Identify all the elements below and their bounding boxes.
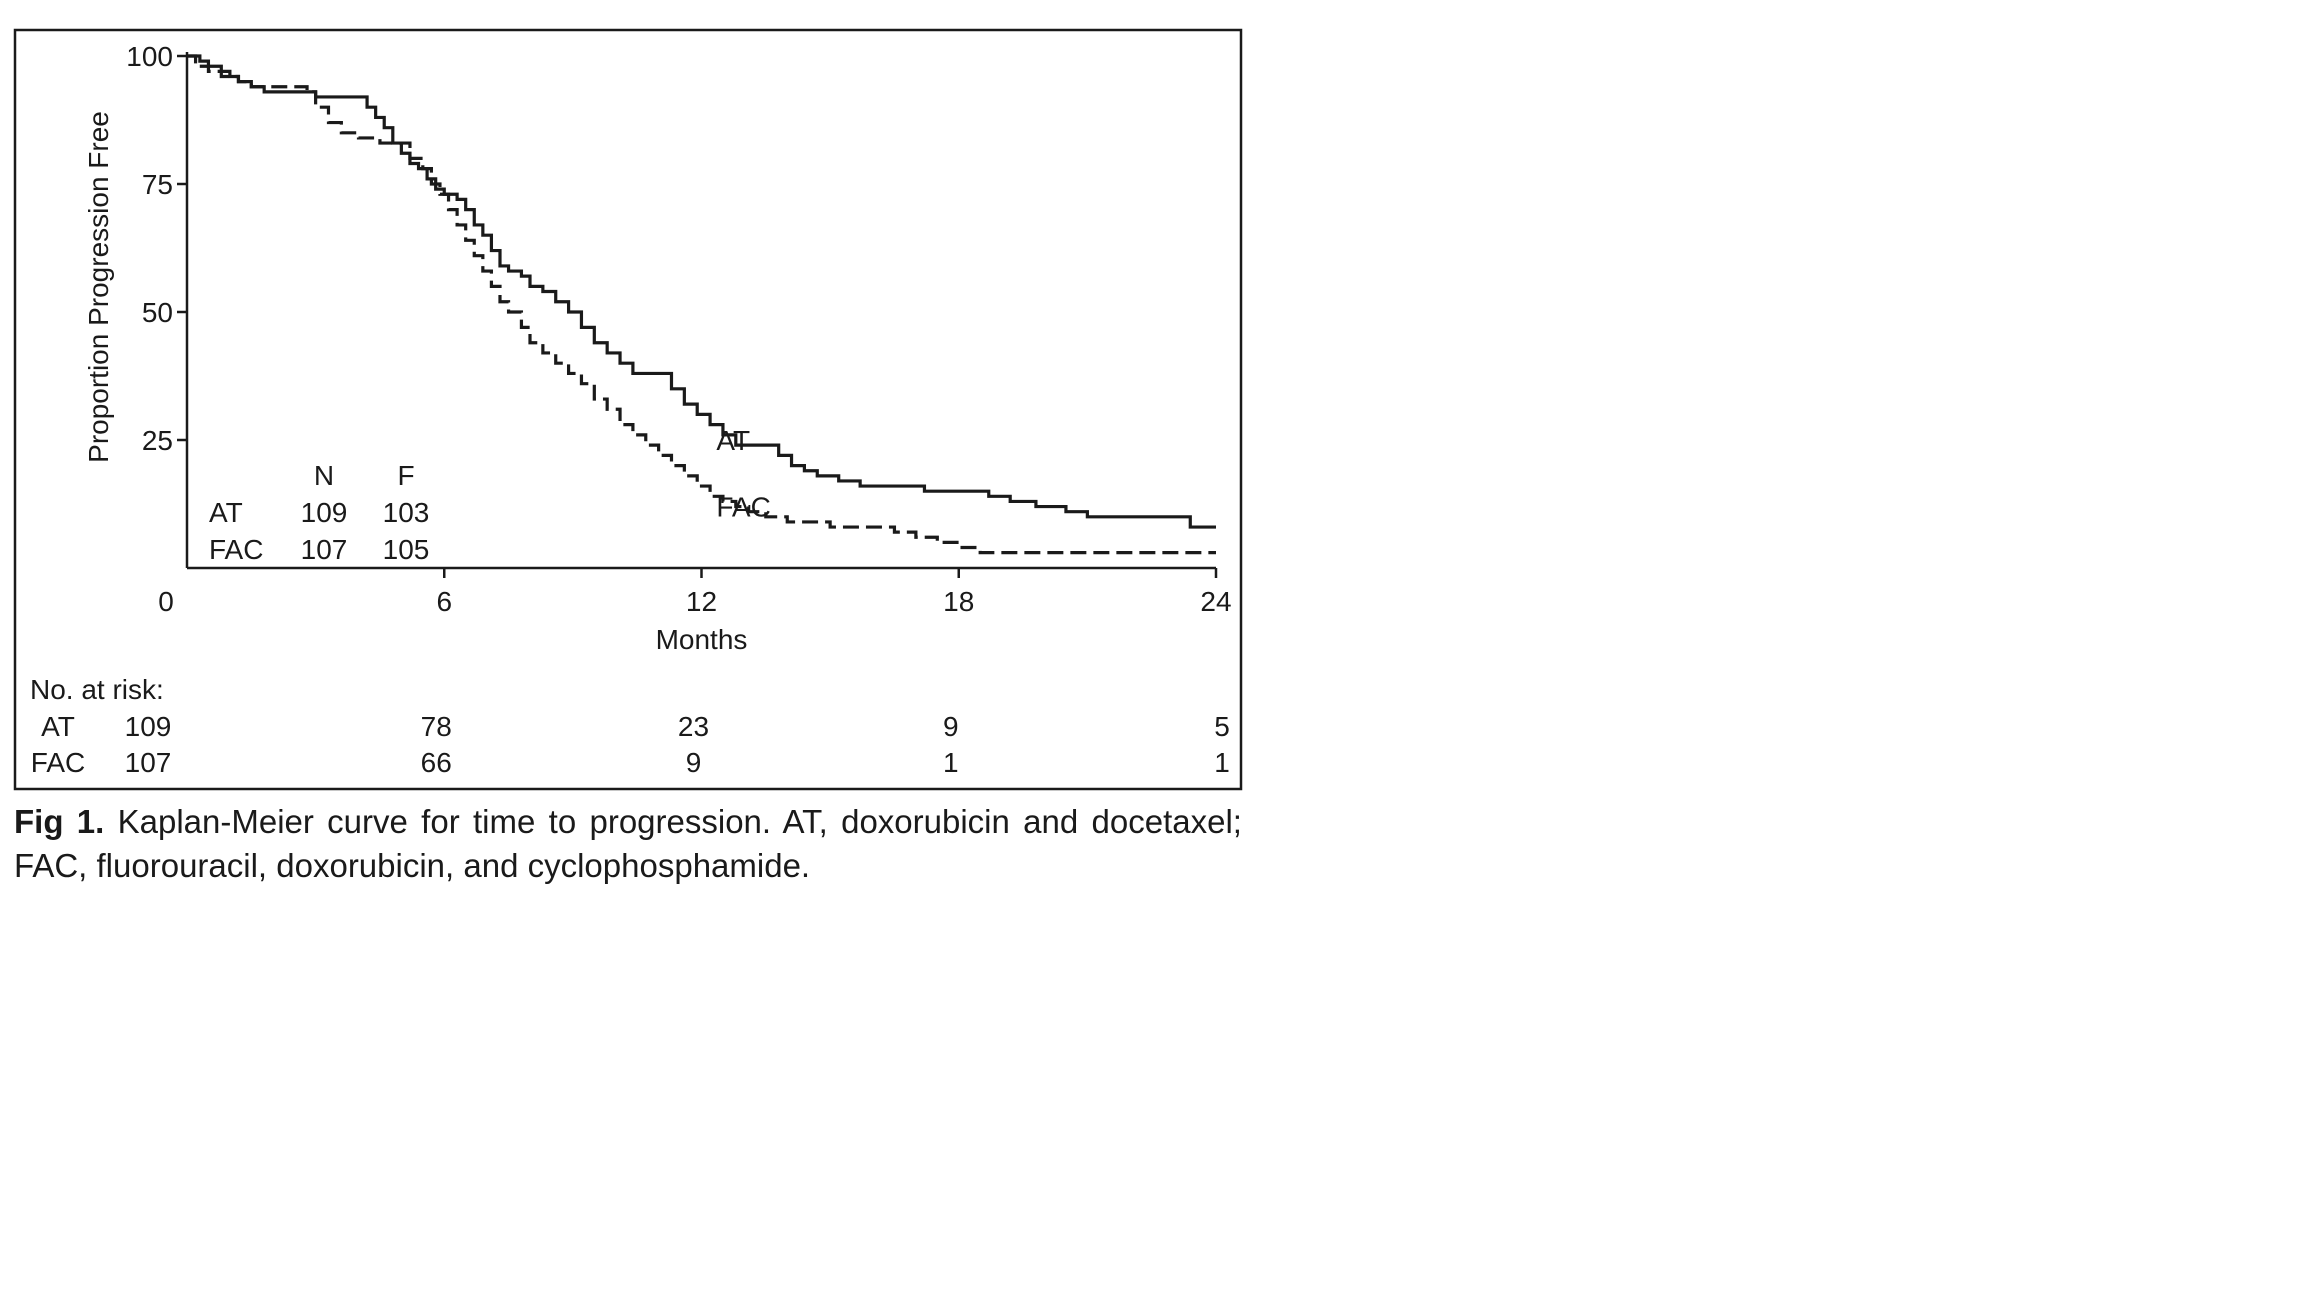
inset-table: N F AT 109 103 FAC 107 105 bbox=[209, 460, 429, 565]
at-risk-row-label: AT bbox=[41, 711, 75, 742]
inset-cell: 105 bbox=[383, 534, 430, 565]
inset-cell: AT bbox=[209, 497, 243, 528]
x-tick-label: 12 bbox=[686, 586, 717, 617]
series-label-at: AT bbox=[716, 425, 750, 456]
x-tick-label: 18 bbox=[943, 586, 974, 617]
figure-caption: Fig 1. Kaplan-Meier curve for time to pr… bbox=[14, 800, 1242, 888]
x-axis-title: Months bbox=[656, 624, 748, 655]
at-risk-title: No. at risk: bbox=[30, 674, 164, 705]
axes: 0 6 12 18 24 100 75 50 25 Months Proportion Progre… bbox=[83, 41, 1232, 655]
at-risk-value: 78 bbox=[421, 711, 452, 742]
at-risk-row-label: FAC bbox=[31, 747, 85, 778]
at-risk-value: 1 bbox=[1214, 747, 1230, 778]
at-risk-value: 23 bbox=[678, 711, 709, 742]
figure-frame bbox=[13, 28, 1243, 791]
y-tick-label: 100 bbox=[126, 41, 173, 72]
x-tick-label: 6 bbox=[436, 586, 452, 617]
series-lines bbox=[187, 54, 1216, 555]
at-risk-value: 109 bbox=[125, 711, 172, 742]
series-line-at bbox=[187, 54, 1216, 529]
at-risk-table: No. at risk: AT 109 78 23 9 5 FAC 107 66 9 1 1 bbox=[30, 674, 1230, 778]
x-tick-label: 24 bbox=[1200, 586, 1231, 617]
inset-cell: 103 bbox=[383, 497, 430, 528]
chart-labels: AT FAC bbox=[716, 425, 770, 523]
caption-label: Fig 1. bbox=[14, 803, 105, 840]
y-tick-label: 50 bbox=[142, 297, 173, 328]
series-line-fac bbox=[187, 54, 1216, 555]
inset-cell: 109 bbox=[301, 497, 348, 528]
inset-cell: 107 bbox=[301, 534, 348, 565]
y-axis-title: Proportion Progression Free bbox=[83, 111, 114, 463]
y-tick-label: 75 bbox=[142, 169, 173, 200]
at-risk-value: 107 bbox=[125, 747, 172, 778]
x-tick-label: 0 bbox=[158, 586, 174, 617]
caption-text: Kaplan-Meier curve for time to progressi… bbox=[14, 803, 1242, 884]
at-risk-value: 66 bbox=[421, 747, 452, 778]
y-tick-label: 25 bbox=[142, 425, 173, 456]
series-label-fac: FAC bbox=[716, 492, 770, 523]
at-risk-value: 9 bbox=[686, 747, 702, 778]
inset-header: N bbox=[314, 460, 334, 491]
inset-cell: FAC bbox=[209, 534, 263, 565]
at-risk-value: 5 bbox=[1214, 711, 1230, 742]
at-risk-value: 1 bbox=[943, 747, 959, 778]
at-risk-value: 9 bbox=[943, 711, 959, 742]
inset-header: F bbox=[397, 460, 414, 491]
